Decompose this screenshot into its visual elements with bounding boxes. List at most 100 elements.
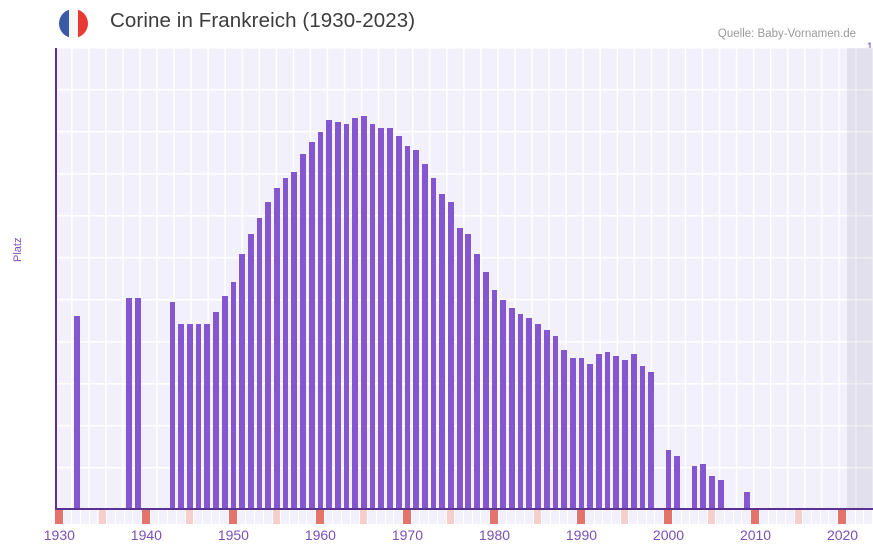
bar-1947[interactable] — [204, 324, 211, 510]
bar-1986[interactable] — [543, 330, 550, 510]
bar-1987[interactable] — [552, 336, 559, 510]
bar-1989[interactable] — [569, 358, 576, 510]
bar-1991[interactable] — [587, 364, 594, 510]
bar-1974[interactable] — [439, 194, 446, 510]
bar-1995[interactable] — [622, 360, 628, 510]
bar-1971[interactable] — [413, 150, 419, 510]
bar-1997[interactable] — [639, 366, 646, 510]
x-tick-2004 — [699, 510, 708, 524]
bar-1978[interactable] — [474, 254, 480, 510]
x-axis-label-1960: 1960 — [304, 527, 336, 543]
bar-1966[interactable] — [369, 124, 376, 510]
y-axis-title: Platz — [12, 237, 24, 262]
x-axis-label-1930: 1930 — [43, 527, 75, 543]
bar-2009[interactable] — [743, 492, 750, 510]
x-tick-1995 — [620, 510, 630, 524]
bar-1958[interactable] — [300, 154, 306, 510]
bar-1982[interactable] — [508, 308, 515, 510]
bar-1932[interactable] — [73, 316, 80, 510]
x-tick-1983 — [516, 510, 525, 524]
bar-1996[interactable] — [630, 354, 637, 510]
bar-1952[interactable] — [247, 234, 254, 510]
bar-1938[interactable] — [126, 298, 132, 510]
bar-1956[interactable] — [282, 178, 289, 510]
x-tick-1938 — [125, 510, 134, 524]
bar-1965[interactable] — [361, 116, 367, 510]
bar-1957[interactable] — [291, 172, 298, 510]
bar-1970[interactable] — [404, 146, 411, 510]
x-axis-tick-strip — [55, 510, 873, 524]
bar-1984[interactable] — [526, 318, 533, 510]
bar-2005[interactable] — [709, 476, 715, 510]
bar-1973[interactable] — [430, 178, 437, 510]
bar-1943[interactable] — [169, 302, 176, 510]
x-axis-label-1970: 1970 — [391, 527, 423, 543]
bar-2001[interactable] — [674, 456, 681, 510]
bar-1969[interactable] — [395, 136, 402, 510]
bar-2004[interactable] — [700, 464, 707, 510]
bar-1944[interactable] — [178, 324, 185, 510]
x-tick-1996 — [629, 510, 639, 524]
bar-1967[interactable] — [378, 128, 385, 510]
flag-band-white — [68, 9, 79, 38]
x-tick-2011 — [760, 510, 769, 524]
bar-1962[interactable] — [334, 122, 341, 510]
bar-1959[interactable] — [308, 142, 315, 510]
bar-2000[interactable] — [665, 450, 672, 510]
bar-1977[interactable] — [465, 234, 472, 510]
x-tick-2018 — [821, 510, 830, 524]
bar-1961[interactable] — [326, 120, 332, 510]
bar-1975[interactable] — [448, 202, 454, 510]
x-tick-1946 — [194, 510, 203, 524]
bar-1990[interactable] — [578, 358, 585, 510]
x-tick-2006 — [716, 510, 726, 524]
bar-1963[interactable] — [343, 124, 350, 510]
bar-1945[interactable] — [187, 324, 193, 510]
x-tick-1970 — [403, 510, 412, 524]
bar-1988[interactable] — [561, 350, 567, 510]
bar-1998[interactable] — [648, 372, 654, 510]
x-tick-1934 — [90, 510, 99, 524]
bar-2003[interactable] — [691, 466, 698, 510]
bar-1939[interactable] — [134, 298, 141, 510]
bar-1992[interactable] — [596, 354, 602, 510]
x-tick-2014 — [786, 510, 795, 524]
y-axis-line — [55, 48, 57, 510]
x-tick-1980 — [490, 510, 499, 524]
flag-band-blue — [59, 9, 69, 38]
bar-1981[interactable] — [500, 300, 507, 510]
x-tick-2001 — [673, 510, 682, 524]
bar-1960[interactable] — [317, 132, 324, 510]
x-tick-1964 — [351, 510, 360, 524]
bar-1972[interactable] — [421, 164, 428, 510]
x-tick-1989 — [568, 510, 578, 524]
x-tick-1949 — [220, 510, 230, 524]
x-tick-1950 — [229, 510, 238, 524]
bar-1976[interactable] — [456, 228, 463, 510]
x-tick-1962 — [333, 510, 343, 524]
bar-1948[interactable] — [213, 312, 219, 510]
bar-1994[interactable] — [613, 356, 620, 510]
bar-1985[interactable] — [535, 324, 541, 510]
x-axis-label-1950: 1950 — [217, 527, 249, 543]
bar-1949[interactable] — [221, 296, 228, 510]
bar-1983[interactable] — [517, 314, 524, 510]
bar-1979[interactable] — [482, 272, 489, 510]
x-tick-1984 — [525, 510, 534, 524]
bar-2006[interactable] — [717, 480, 724, 510]
bar-1993[interactable] — [604, 352, 611, 510]
bar-1951[interactable] — [239, 254, 245, 510]
bar-1980[interactable] — [491, 290, 498, 510]
bar-1950[interactable] — [230, 282, 237, 510]
bar-1964[interactable] — [352, 118, 359, 510]
x-tick-1969 — [394, 510, 404, 524]
x-tick-1943 — [168, 510, 177, 524]
x-tick-2009 — [742, 510, 752, 524]
bar-1953[interactable] — [256, 218, 263, 510]
bar-1954[interactable] — [265, 202, 272, 510]
x-tick-1951 — [238, 510, 247, 524]
x-tick-1973 — [429, 510, 438, 524]
bar-1968[interactable] — [387, 128, 393, 510]
bar-1955[interactable] — [274, 188, 280, 510]
bar-1946[interactable] — [195, 324, 202, 510]
